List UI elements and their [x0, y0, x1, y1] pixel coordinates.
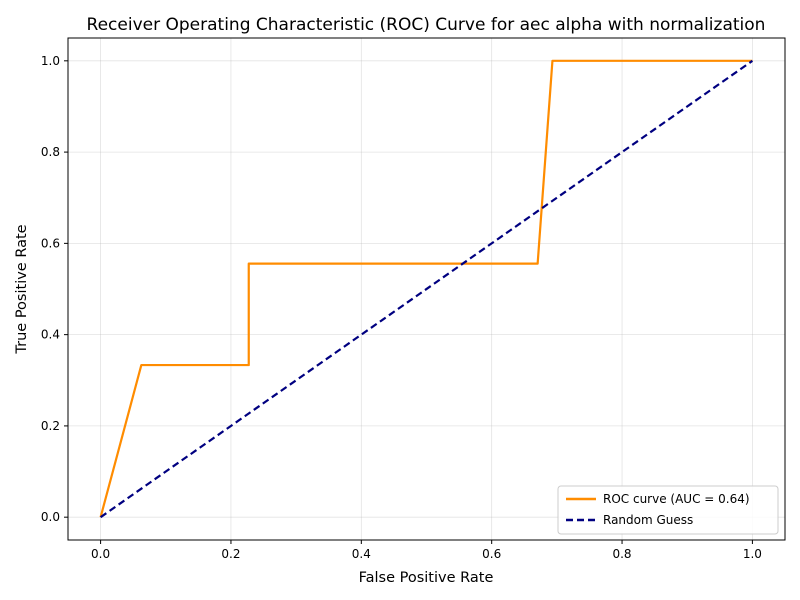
legend-label-roc: ROC curve (AUC = 0.64): [603, 492, 750, 506]
x-tick-label: 0.0: [91, 547, 110, 561]
y-tick-label: 1.0: [41, 54, 60, 68]
legend: ROC curve (AUC = 0.64) Random Guess: [557, 485, 779, 535]
legend-box: [557, 485, 779, 535]
x-tick-label: 1.0: [743, 547, 762, 561]
y-tick-label: 0.2: [41, 419, 60, 433]
y-tick-label: 0.0: [41, 510, 60, 524]
x-tick-label: 0.4: [352, 547, 371, 561]
legend-label-random: Random Guess: [603, 513, 693, 527]
chart-title: Receiver Operating Characteristic (ROC) …: [87, 15, 766, 35]
y-tick-label: 0.8: [41, 145, 60, 159]
grid: [68, 38, 785, 540]
y-tick-label: 0.4: [41, 328, 60, 342]
y-axis-title: True Positive Rate: [14, 224, 30, 354]
ticks: 0.0 0.2 0.4 0.6 0.8 1.0 0.0 0.2 0.4 0.6 0.8 1.0: [41, 54, 762, 561]
y-tick-label: 0.6: [41, 236, 60, 250]
x-tick-label: 0.6: [482, 547, 501, 561]
series-layer: [99, 59, 754, 519]
x-axis-title: False Positive Rate: [359, 570, 494, 586]
plot-frame: [67, 37, 786, 541]
x-tick-label: 0.8: [612, 547, 631, 561]
random-guess-line: [99, 59, 754, 519]
roc-curve-line: [99, 59, 753, 518]
x-tick-label: 0.2: [221, 547, 240, 561]
